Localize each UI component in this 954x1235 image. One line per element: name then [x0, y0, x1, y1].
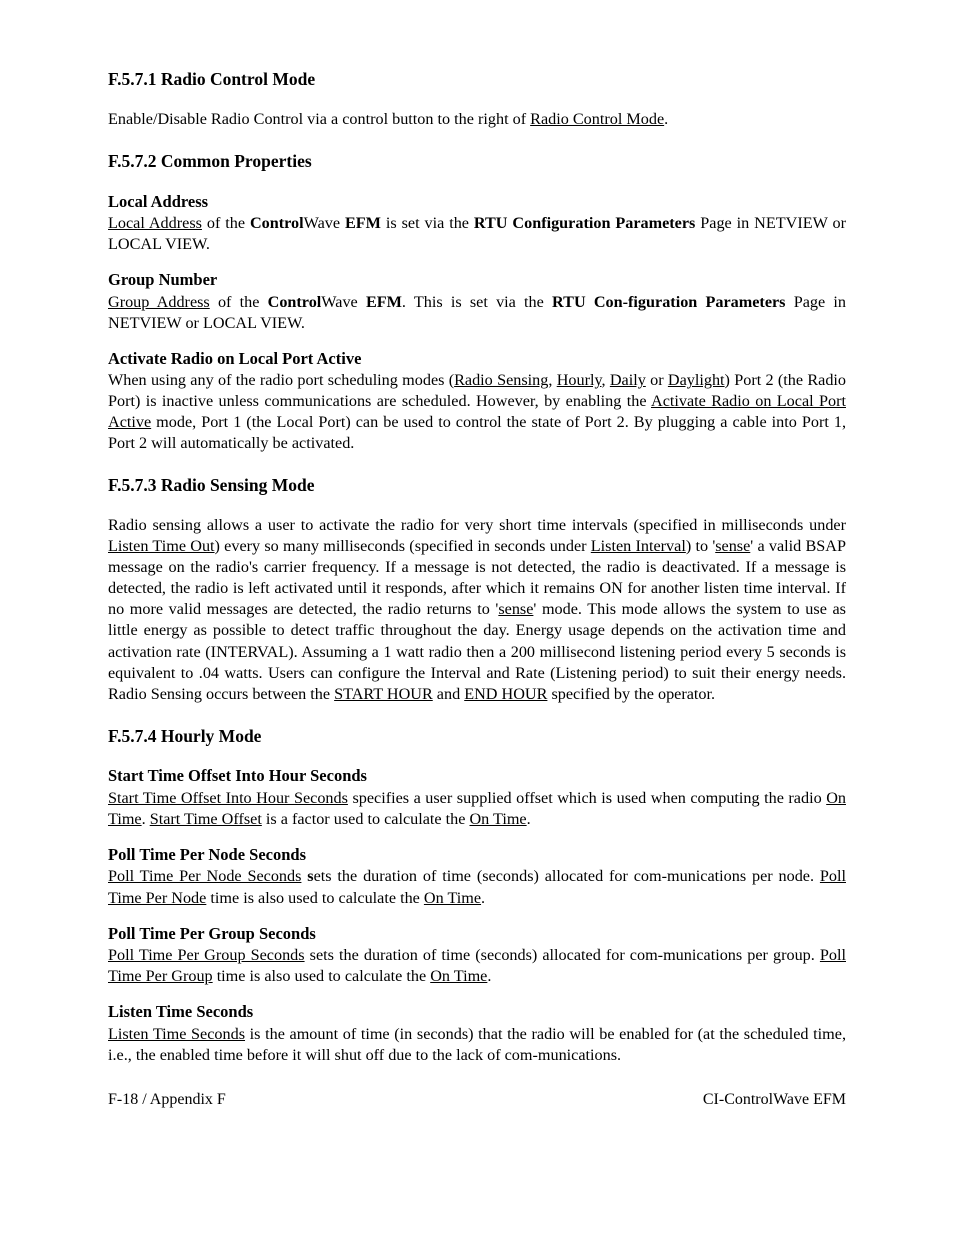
- bold-efm: EFM: [345, 214, 381, 232]
- underline-daylight: Daylight: [668, 371, 725, 389]
- subheading-poll-time-node: Poll Time Per Node Seconds: [108, 844, 846, 865]
- underline-start-hour: START HOUR: [334, 685, 433, 703]
- para-group-number: Group Address of the ControlWave EFM. Th…: [108, 292, 846, 334]
- subheading-group-number: Group Number: [108, 269, 846, 290]
- bold-rtu-config: RTU Configuration Parameters: [474, 214, 695, 232]
- section-radio-sensing-mode: F.5.7.3 Radio Sensing Mode Radio sensing…: [108, 474, 846, 704]
- text: time is also used to calculate the: [213, 967, 431, 985]
- text: or: [646, 371, 668, 389]
- para-f571: Enable/Disable Radio Control via a contr…: [108, 109, 846, 130]
- text: time is also used to calculate the: [206, 889, 424, 907]
- underline-sense: sense: [498, 600, 533, 618]
- underline-on-time: On Time: [424, 889, 481, 907]
- text: Enable/Disable Radio Control via a contr…: [108, 110, 530, 128]
- subheading-start-time-offset: Start Time Offset Into Hour Seconds: [108, 765, 846, 786]
- heading-f573: F.5.7.3 Radio Sensing Mode: [108, 474, 846, 497]
- text: sets the duration of time (seconds) allo…: [305, 946, 820, 964]
- subheading-poll-time-group: Poll Time Per Group Seconds: [108, 923, 846, 944]
- text: ,: [602, 371, 610, 389]
- text: .: [527, 810, 531, 828]
- text: Wave: [304, 214, 345, 232]
- subheading-activate-radio: Activate Radio on Local Port Active: [108, 348, 846, 369]
- underline-poll-time-node-seconds: Poll Time Per Node Seconds: [108, 867, 301, 885]
- para-listen-time: Listen Time Seconds is the amount of tim…: [108, 1024, 846, 1066]
- underline-group-address: Group Address: [108, 293, 210, 311]
- bold-control: Control: [250, 214, 304, 232]
- text: .: [142, 810, 150, 828]
- para-poll-time-group: Poll Time Per Group Seconds sets the dur…: [108, 945, 846, 987]
- bold-efm: EFM: [366, 293, 402, 311]
- text: mode, Port 1 (the Local Port) can be use…: [108, 413, 846, 452]
- underline-start-time-offset-hour-seconds: Start Time Offset Into Hour Seconds: [108, 789, 348, 807]
- text: ,: [548, 371, 556, 389]
- text: ) every so many milliseconds (specified …: [215, 537, 591, 555]
- text: Radio sensing allows a user to activate …: [108, 516, 846, 534]
- heading-f574: F.5.7.4 Hourly Mode: [108, 725, 846, 748]
- bold-control: Control: [268, 293, 322, 311]
- underline-listen-time-out: Listen Time Out: [108, 537, 215, 555]
- text: of the: [210, 293, 268, 311]
- text: is a factor used to calculate the: [262, 810, 470, 828]
- page-footer: F-18 / Appendix F CI-ControlWave EFM: [108, 1090, 846, 1111]
- para-start-time-offset: Start Time Offset Into Hour Seconds spec…: [108, 788, 846, 830]
- text: is set via the: [381, 214, 474, 232]
- underline-sense: sense: [715, 537, 750, 555]
- subheading-local-address: Local Address: [108, 191, 846, 212]
- text: of the: [202, 214, 250, 232]
- footer-left: F-18 / Appendix F: [108, 1090, 226, 1111]
- underline-listen-interval: Listen Interval: [591, 537, 686, 555]
- underline-listen-time-seconds: Listen Time Seconds: [108, 1025, 245, 1043]
- bold-rtu-config: RTU Con-figuration Parameters: [552, 293, 785, 311]
- text: specified by the operator.: [547, 685, 715, 703]
- footer-right: CI-ControlWave EFM: [703, 1090, 846, 1111]
- heading-f571: F.5.7.1 Radio Control Mode: [108, 68, 846, 91]
- underline-radio-control-mode: Radio Control Mode: [530, 110, 664, 128]
- underline-poll-time-group-seconds: Poll Time Per Group Seconds: [108, 946, 305, 964]
- section-radio-control-mode: F.5.7.1 Radio Control Mode Enable/Disabl…: [108, 68, 846, 130]
- text: specifies a user supplied offset which i…: [348, 789, 826, 807]
- heading-f572: F.5.7.2 Common Properties: [108, 150, 846, 173]
- underline-on-time: On Time: [469, 810, 526, 828]
- underline-daily: Daily: [610, 371, 646, 389]
- text: ets the duration of time (seconds) alloc…: [314, 867, 820, 885]
- underline-hourly: Hourly: [557, 371, 602, 389]
- section-common-properties: F.5.7.2 Common Properties Local Address …: [108, 150, 846, 455]
- para-radio-sensing: Radio sensing allows a user to activate …: [108, 515, 846, 705]
- text: .: [481, 889, 485, 907]
- text: and: [433, 685, 464, 703]
- para-poll-time-node: Poll Time Per Node Seconds sets the dura…: [108, 866, 846, 908]
- underline-start-time-offset: Start Time Offset: [150, 810, 262, 828]
- text: . This is set via the: [402, 293, 552, 311]
- text: Wave: [321, 293, 366, 311]
- text: ) to ': [686, 537, 715, 555]
- para-activate-radio: When using any of the radio port schedul…: [108, 370, 846, 454]
- underline-on-time: On Time: [430, 967, 487, 985]
- text: When using any of the radio port schedul…: [108, 371, 454, 389]
- subheading-listen-time: Listen Time Seconds: [108, 1001, 846, 1022]
- text: .: [487, 967, 491, 985]
- text: .: [664, 110, 668, 128]
- underline-end-hour: END HOUR: [464, 685, 547, 703]
- underline-radio-sensing: Radio Sensing: [454, 371, 548, 389]
- underline-local-address: Local Address: [108, 214, 202, 232]
- para-local-address: Local Address of the ControlWave EFM is …: [108, 213, 846, 255]
- section-hourly-mode: F.5.7.4 Hourly Mode Start Time Offset In…: [108, 725, 846, 1066]
